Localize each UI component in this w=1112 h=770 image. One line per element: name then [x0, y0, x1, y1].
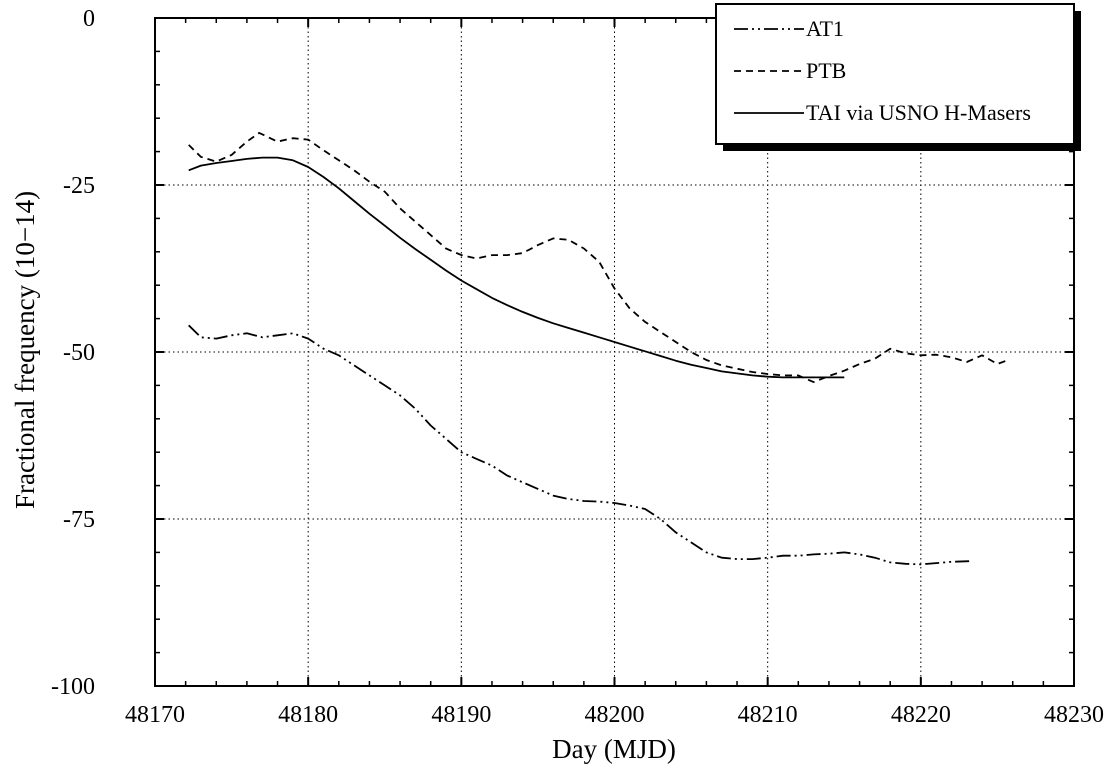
- legend: AT1 PTB TAI via USNO H-Masers: [715, 3, 1081, 151]
- series-lines: [188, 131, 1009, 566]
- x-axis-ticks: 48170 48180 48190 48200 48210 48220 48230: [125, 18, 1104, 728]
- series-line-at1: [188, 324, 972, 566]
- x-axis-title: Day (MJD): [552, 734, 676, 764]
- y-tick-label: -25: [63, 173, 95, 199]
- y-axis-ticks: 0 -25 -50 -75 -100: [51, 6, 1074, 700]
- y-tick-label: -100: [51, 674, 95, 700]
- legend-label: TAI via USNO H-Masers: [806, 100, 1031, 125]
- y-tick-label: -75: [63, 507, 95, 533]
- x-tick-label: 48210: [738, 702, 798, 728]
- series-line-tai-via-usno-h-masers: [188, 156, 845, 379]
- legend-box: [715, 3, 1075, 145]
- x-tick-label: 48180: [278, 702, 338, 728]
- legend-label: PTB: [806, 58, 846, 83]
- y-axis-title: Fractional frequency (10−14): [10, 191, 40, 509]
- y-tick-label: 0: [83, 6, 95, 32]
- x-tick-label: 48200: [585, 702, 645, 728]
- legend-label: AT1: [806, 16, 844, 41]
- grid-lines: [155, 18, 1074, 686]
- x-tick-label: 48230: [1044, 702, 1104, 728]
- x-tick-label: 48170: [125, 702, 185, 728]
- x-tick-label: 48190: [431, 702, 491, 728]
- y-tick-label: -50: [63, 340, 95, 366]
- x-tick-label: 48220: [891, 702, 951, 728]
